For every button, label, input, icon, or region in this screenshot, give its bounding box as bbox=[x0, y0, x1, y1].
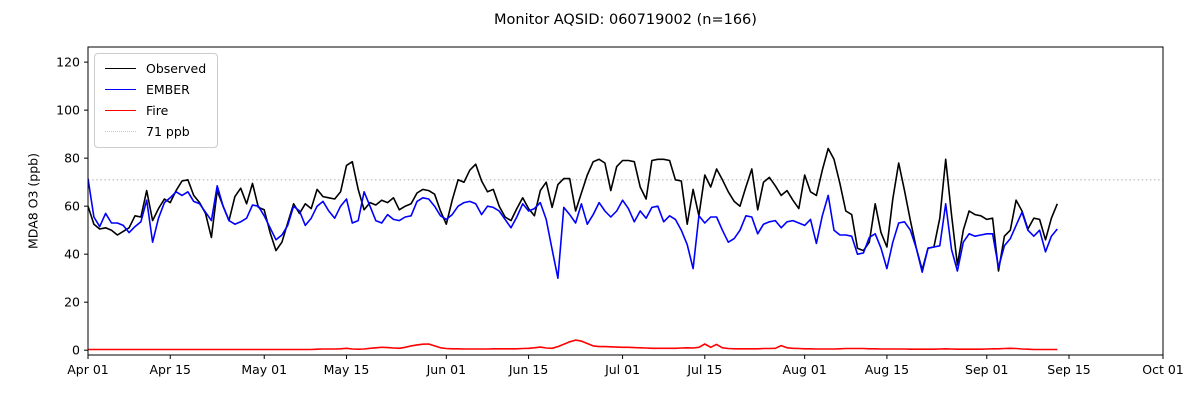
legend-label-ember: EMBER bbox=[146, 82, 190, 97]
x-tick-label: May 15 bbox=[324, 362, 370, 377]
legend-label-fire: Fire bbox=[146, 103, 169, 118]
legend-item-fire: Fire bbox=[105, 103, 206, 118]
y-tick-label: 60 bbox=[64, 199, 80, 214]
fire-line-sample bbox=[105, 110, 136, 111]
x-tick-label: Jun 15 bbox=[508, 362, 548, 377]
y-tick-label: 120 bbox=[56, 55, 80, 70]
legend-item-observed: Observed bbox=[105, 61, 206, 76]
axes-frame bbox=[87, 46, 1164, 356]
fire-line bbox=[88, 339, 1058, 351]
x-tick-label: Aug 15 bbox=[865, 362, 909, 377]
x-tick-label: Aug 01 bbox=[783, 362, 827, 377]
y-tick-label: 80 bbox=[64, 151, 80, 166]
x-tick-label: Jul 15 bbox=[686, 362, 722, 377]
observed-line-sample bbox=[105, 68, 136, 69]
y-tick-label: 40 bbox=[64, 247, 80, 262]
chart-title: Monitor AQSID: 060719002 (n=166) bbox=[494, 12, 757, 28]
x-tick-label: Sep 01 bbox=[965, 362, 1008, 377]
legend-item-threshold: 71 ppb bbox=[105, 124, 206, 139]
x-tick-label: Jun 01 bbox=[426, 362, 466, 377]
ember-line bbox=[88, 178, 1058, 280]
x-tick-label: May 01 bbox=[241, 362, 287, 377]
x-tick-label: Apr 01 bbox=[67, 362, 109, 377]
y-tick-label: 0 bbox=[72, 343, 80, 358]
legend-label-observed: Observed bbox=[146, 61, 207, 76]
x-tick-label: Sep 15 bbox=[1047, 362, 1090, 377]
legend-item-ember: EMBER bbox=[105, 82, 206, 97]
x-tick-label: Oct 01 bbox=[1142, 362, 1184, 377]
x-tick-label: Jul 01 bbox=[604, 362, 640, 377]
ember-line-sample bbox=[105, 89, 136, 90]
threshold-line-sample bbox=[105, 131, 136, 132]
x-tick-label: Apr 15 bbox=[149, 362, 191, 377]
y-tick-label: 100 bbox=[56, 103, 80, 118]
legend: Observed EMBER Fire 71 ppb bbox=[94, 53, 219, 148]
observed-line bbox=[88, 147, 1059, 272]
legend-label-threshold: 71 ppb bbox=[146, 124, 190, 139]
y-tick-label: 20 bbox=[64, 295, 80, 310]
